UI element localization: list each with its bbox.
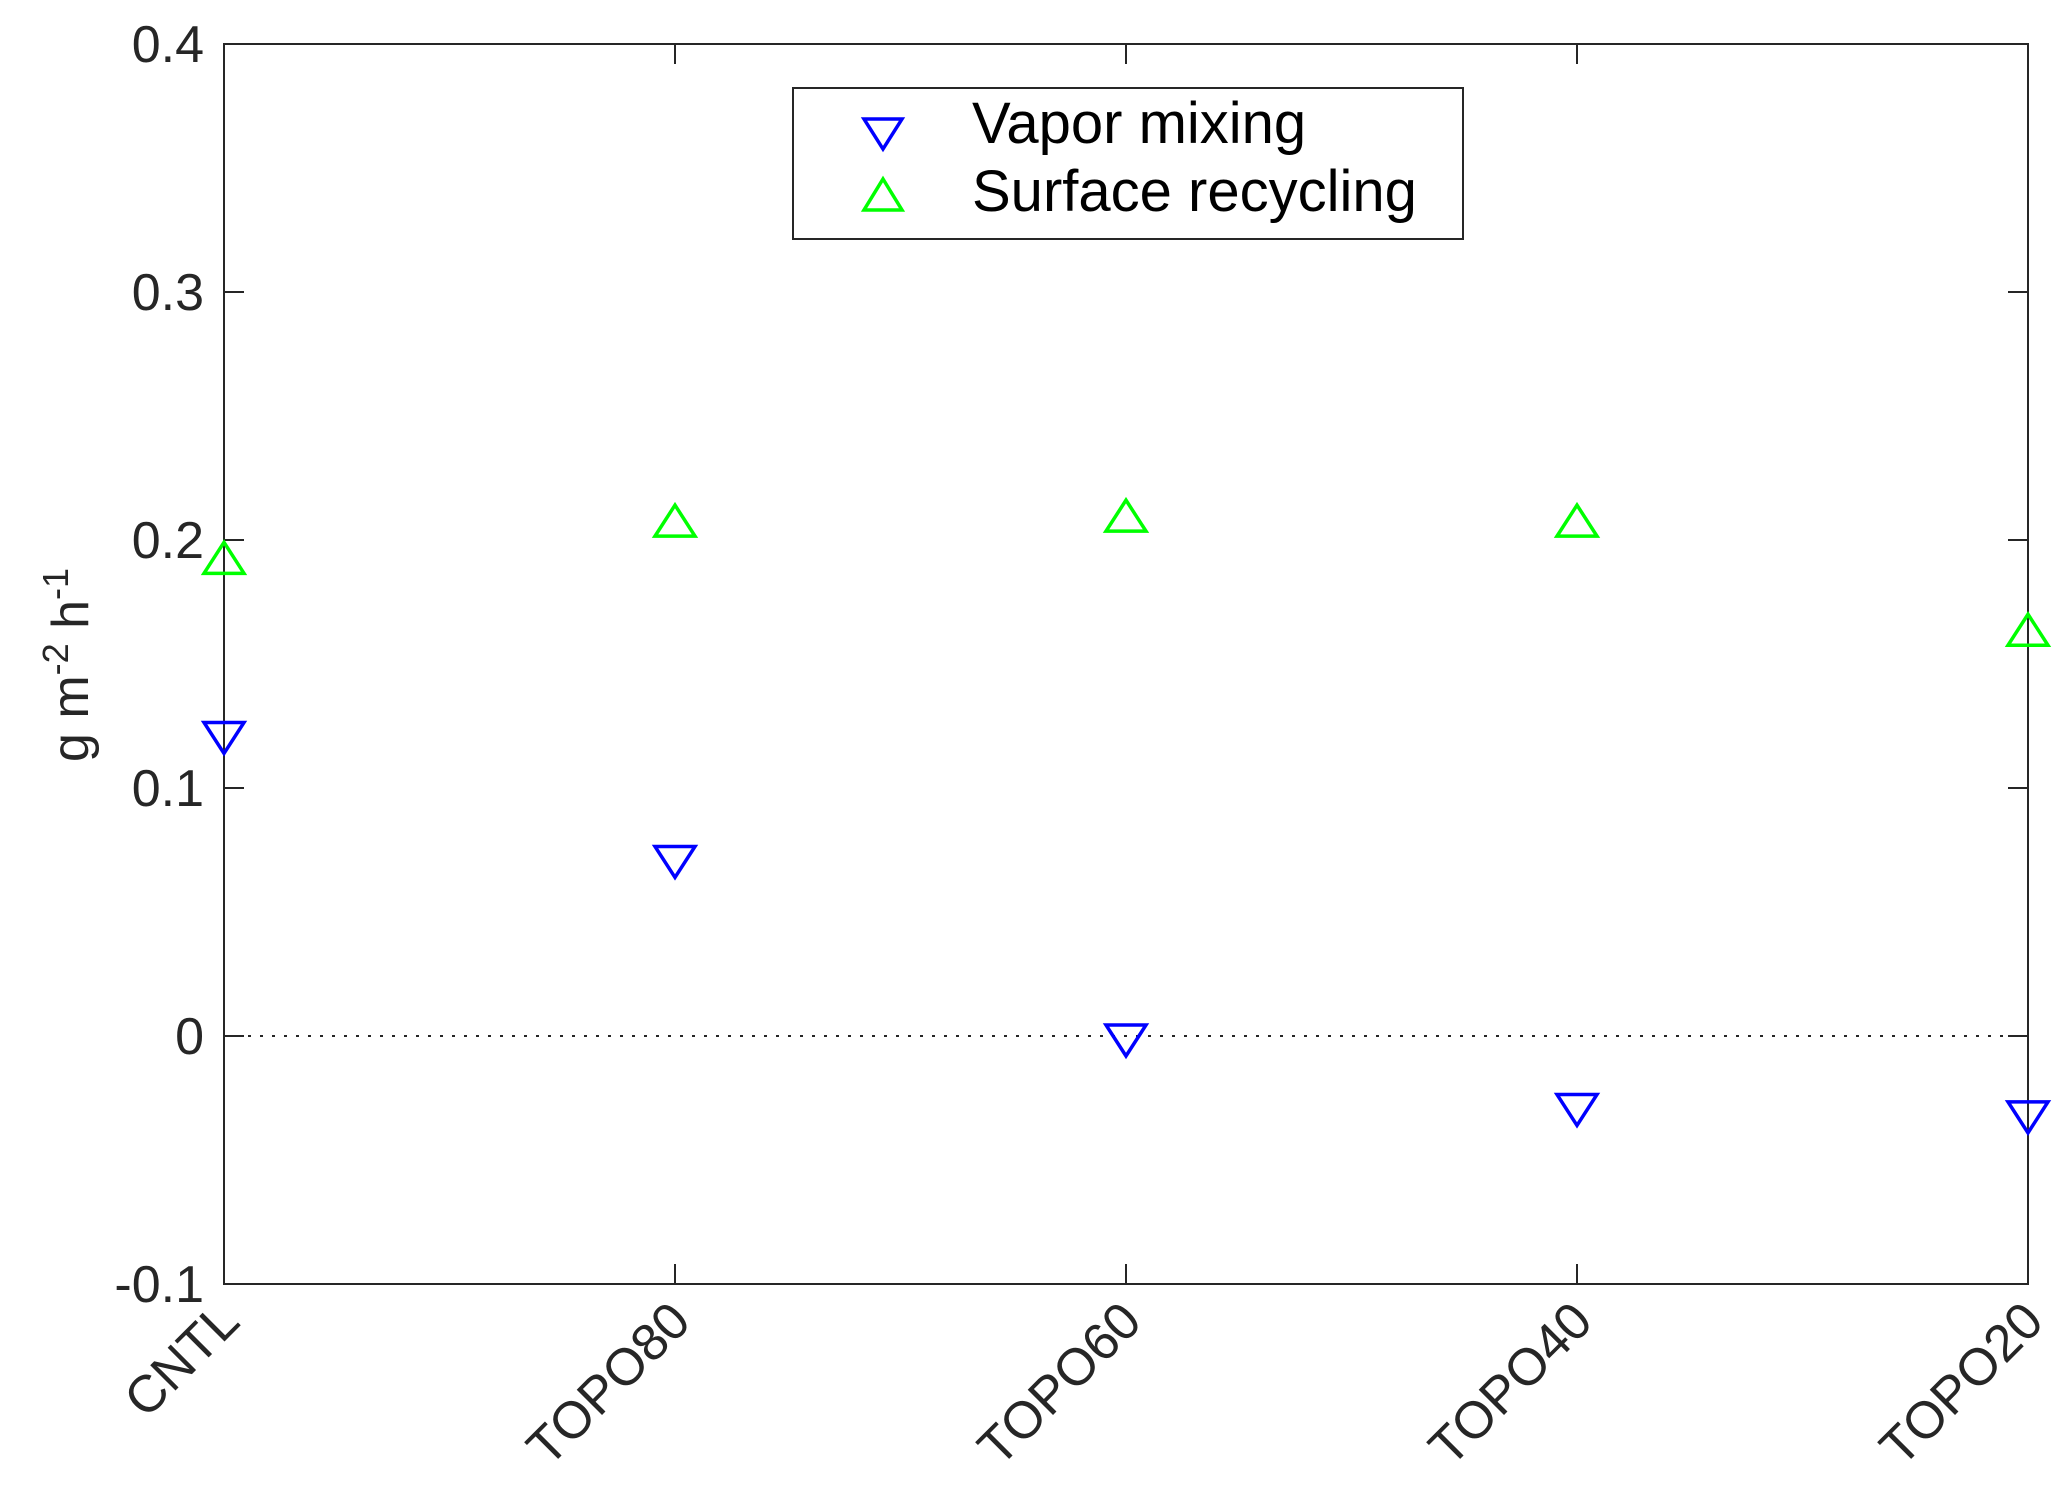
surface-recycling-point <box>1102 496 1150 533</box>
surface-recycling-point <box>1553 501 1601 538</box>
y-axis-label: g m-2 h-1 <box>35 568 100 762</box>
y-tick-label: 0 <box>175 1008 204 1066</box>
y-tick-label: -0.1 <box>114 1256 204 1314</box>
y-axis-label-exp2: -1 <box>35 568 76 600</box>
legend-box <box>792 87 1464 240</box>
y-tick-label: 0.2 <box>132 512 204 570</box>
y-axis-label-exp1: -2 <box>35 643 76 675</box>
legend-marker-surface-recycling <box>860 175 906 212</box>
surface-recycling-point <box>651 501 699 538</box>
legend-label-vapor-mixing: Vapor mixing <box>972 91 1306 156</box>
surface-recycling-point <box>2004 611 2052 647</box>
y-axis-label-base: g m <box>42 675 100 762</box>
y-axis-label-mid: h <box>42 600 100 643</box>
surface-recycling-point <box>200 539 248 576</box>
vapor-mixing-point <box>1553 1092 1601 1129</box>
legend: Vapor mixing Surface recycling <box>792 87 1464 240</box>
vapor-mixing-point <box>1102 1023 1150 1060</box>
legend-marker-vapor-mixing <box>860 117 906 153</box>
y-tick-label: 0.4 <box>132 16 204 74</box>
legend-label-surface-recycling: Surface recycling <box>972 159 1417 224</box>
y-tick-label: 0.3 <box>132 264 204 322</box>
vapor-mixing-point <box>651 844 699 881</box>
vapor-mixing-point <box>2004 1100 2052 1137</box>
vapor-mixing-point <box>200 720 248 757</box>
y-tick-label: 0.1 <box>132 760 204 818</box>
